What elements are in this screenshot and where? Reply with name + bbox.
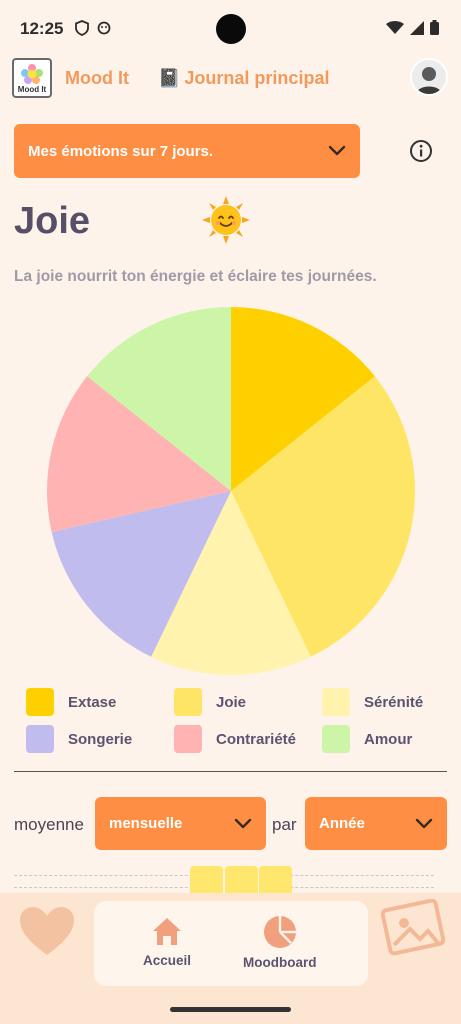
legend-label: Contrariété <box>216 730 297 748</box>
legend-label: Amour <box>364 730 413 748</box>
average-period-select[interactable]: mensuelle <box>95 797 266 850</box>
nav-home-label: Accueil <box>143 953 192 968</box>
legend-swatch <box>174 725 202 753</box>
legend-item: Amour <box>322 725 412 753</box>
legend-label: Extase <box>68 693 117 711</box>
ghost-icon <box>97 21 111 38</box>
home-indicator[interactable] <box>170 1007 291 1012</box>
average-bar <box>190 866 223 894</box>
shield-icon <box>75 19 90 39</box>
pie-slice-contrariété <box>47 376 232 532</box>
emotion-title: Joie <box>14 200 91 242</box>
emotion-description: La joie nourrit ton énergie et éclaire t… <box>14 268 377 285</box>
emotion-pie-chart <box>47 307 415 675</box>
app-title: Mood It <box>65 68 129 88</box>
average-group-value: Année <box>319 815 365 832</box>
legend-swatch <box>322 688 350 716</box>
logo-text: Mood It <box>17 84 47 94</box>
legend-label: Songerie <box>68 730 133 748</box>
heart-icon <box>20 907 74 955</box>
average-period-value: mensuelle <box>109 815 183 832</box>
status-bar: 12:25 <box>0 0 461 58</box>
legend-item: Contrariété <box>174 725 296 753</box>
pie-chart-icon <box>263 916 296 948</box>
legend-swatch <box>322 725 350 753</box>
par-label: par <box>272 815 297 834</box>
app-logo[interactable]: Mood It <box>12 58 52 98</box>
chevron-down-icon <box>415 818 433 828</box>
app-header: Mood It Mood It 📓 Journal principal <box>0 58 461 100</box>
legend-item: Songerie <box>26 725 132 753</box>
flower-icon <box>21 63 43 84</box>
status-icons <box>386 20 439 35</box>
info-icon[interactable] <box>408 138 434 164</box>
pie-slice-extase <box>231 307 375 491</box>
legend-swatch <box>26 725 54 753</box>
wifi-icon <box>386 20 404 34</box>
gridline <box>14 887 434 888</box>
chevron-down-icon <box>328 145 346 156</box>
sun-icon <box>200 194 252 246</box>
gridline <box>14 875 434 876</box>
bottom-nav: Accueil Moodboard <box>94 901 368 986</box>
legend-item: Extase <box>26 688 116 716</box>
pie-slice-songerie <box>51 491 231 657</box>
average-bar <box>225 866 258 894</box>
avatar[interactable] <box>410 58 448 96</box>
journal-label: Journal principal <box>184 68 330 88</box>
average-label: moyenne <box>14 815 84 834</box>
pie-slice-joie <box>231 376 415 657</box>
pie-slice-amour <box>87 307 231 491</box>
home-icon <box>153 918 182 945</box>
period-select-value: Mes émotions sur 7 jours. <box>28 142 214 160</box>
notebook-icon: 📓 <box>158 68 181 88</box>
pie-slice-sérénité <box>151 491 311 675</box>
camera-cutout <box>216 14 246 44</box>
nav-moodboard[interactable]: Moodboard <box>243 915 317 970</box>
journal-selector[interactable]: 📓 Journal principal <box>158 68 329 89</box>
legend-label: Joie <box>216 693 247 711</box>
image-icon <box>380 899 446 956</box>
chevron-down-icon <box>234 818 252 828</box>
legend-swatch <box>174 688 202 716</box>
nav-moodboard-label: Moodboard <box>243 955 317 970</box>
divider <box>14 771 447 772</box>
signal-icon <box>410 20 424 35</box>
average-bar <box>259 866 292 894</box>
period-select[interactable]: Mes émotions sur 7 jours. <box>14 124 360 178</box>
user-avatar-icon <box>412 60 446 94</box>
legend-item: Sérénité <box>322 688 423 716</box>
legend-label: Sérénité <box>364 693 424 711</box>
nav-home[interactable]: Accueil <box>143 915 191 968</box>
status-time: 12:25 <box>20 19 64 38</box>
legend-swatch <box>26 688 54 716</box>
legend-item: Joie <box>174 688 246 716</box>
average-group-select[interactable]: Année <box>305 797 447 850</box>
battery-icon <box>430 20 439 35</box>
